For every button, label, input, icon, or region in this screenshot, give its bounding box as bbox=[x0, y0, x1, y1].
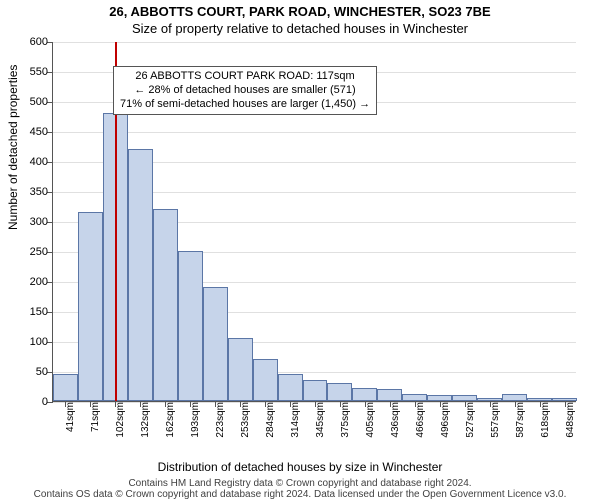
histogram-bar bbox=[402, 394, 427, 401]
x-tick-label: 345sqm bbox=[315, 402, 326, 450]
x-tick-label: 314sqm bbox=[290, 402, 301, 450]
y-tick-label: 350 bbox=[30, 186, 48, 198]
histogram-bar bbox=[253, 359, 278, 401]
x-tick-label: 162sqm bbox=[165, 402, 176, 450]
y-tick-label: 200 bbox=[30, 276, 48, 288]
annotation-box: 26 ABBOTTS COURT PARK ROAD: 117sqm← 28% … bbox=[113, 66, 377, 115]
y-tick-label: 550 bbox=[30, 66, 48, 78]
x-tick-label: 223sqm bbox=[215, 402, 226, 450]
page-subtitle: Size of property relative to detached ho… bbox=[0, 21, 600, 36]
gridline bbox=[53, 42, 576, 43]
x-tick-label: 193sqm bbox=[190, 402, 201, 450]
histogram-bar bbox=[327, 383, 352, 401]
histogram-bar bbox=[377, 389, 402, 401]
y-tick-label: 600 bbox=[30, 36, 48, 48]
histogram-bar bbox=[203, 287, 228, 401]
histogram-bar bbox=[228, 338, 253, 401]
histogram-bar bbox=[78, 212, 103, 401]
histogram-bar bbox=[352, 388, 377, 401]
histogram-bar bbox=[128, 149, 153, 401]
histogram-bar bbox=[502, 394, 527, 401]
y-axis-title: Number of detached properties bbox=[6, 65, 20, 230]
x-tick-label: 436sqm bbox=[390, 402, 401, 450]
x-tick-label: 102sqm bbox=[115, 402, 126, 450]
histogram-bar bbox=[303, 380, 328, 401]
annotation-line: 71% of semi-detached houses are larger (… bbox=[120, 98, 370, 112]
x-tick-label: 284sqm bbox=[265, 402, 276, 450]
annotation-line: 26 ABBOTTS COURT PARK ROAD: 117sqm bbox=[120, 70, 370, 84]
x-tick-label: 41sqm bbox=[65, 402, 76, 450]
x-tick-label: 618sqm bbox=[540, 402, 551, 450]
x-tick-label: 375sqm bbox=[340, 402, 351, 450]
x-tick-label: 496sqm bbox=[440, 402, 451, 450]
histogram-bar bbox=[278, 374, 303, 401]
y-tick-label: 0 bbox=[42, 396, 48, 408]
histogram-plot: 05010015020025030035040045050055060041sq… bbox=[52, 42, 576, 402]
x-tick-label: 71sqm bbox=[90, 402, 101, 450]
x-tick-label: 253sqm bbox=[240, 402, 251, 450]
y-tick-label: 50 bbox=[36, 366, 48, 378]
y-tick-label: 450 bbox=[30, 126, 48, 138]
y-tick-label: 400 bbox=[30, 156, 48, 168]
x-tick-label: 587sqm bbox=[515, 402, 526, 450]
x-tick-label: 405sqm bbox=[365, 402, 376, 450]
page-title: 26, ABBOTTS COURT, PARK ROAD, WINCHESTER… bbox=[0, 4, 600, 19]
y-tick-label: 500 bbox=[30, 96, 48, 108]
x-tick-label: 648sqm bbox=[565, 402, 576, 450]
x-tick-label: 527sqm bbox=[465, 402, 476, 450]
x-axis-title: Distribution of detached houses by size … bbox=[0, 460, 600, 474]
histogram-bar bbox=[153, 209, 178, 401]
histogram-bar bbox=[178, 251, 203, 401]
histogram-bar bbox=[53, 374, 78, 401]
x-tick-label: 557sqm bbox=[490, 402, 501, 450]
annotation-line: ← 28% of detached houses are smaller (57… bbox=[120, 84, 370, 98]
footer-attribution: Contains HM Land Registry data © Crown c… bbox=[0, 478, 600, 500]
y-tick-label: 300 bbox=[30, 216, 48, 228]
y-tick-label: 150 bbox=[30, 306, 48, 318]
y-tick-label: 250 bbox=[30, 246, 48, 258]
x-tick-label: 466sqm bbox=[415, 402, 426, 450]
gridline bbox=[53, 132, 576, 133]
x-tick-label: 132sqm bbox=[140, 402, 151, 450]
y-tick-label: 100 bbox=[30, 336, 48, 348]
